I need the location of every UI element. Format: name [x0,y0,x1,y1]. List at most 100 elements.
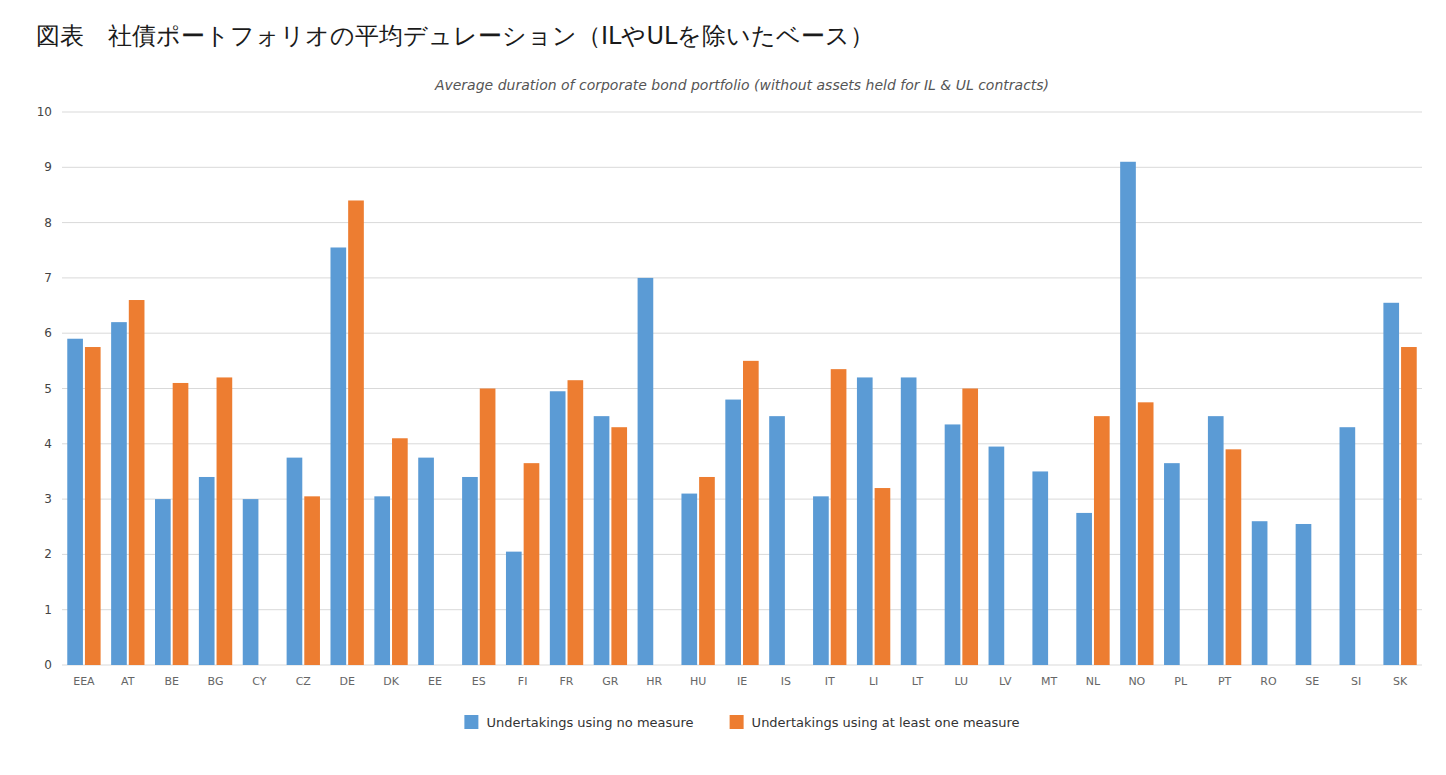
bar [85,347,101,665]
legend-label: Undertakings using no measure [486,715,693,730]
bar [962,389,978,666]
bar [725,400,741,665]
bar [524,463,540,665]
y-tick-label: 7 [44,271,52,285]
bar [638,278,654,665]
subtitle: Average duration of corporate bond portf… [434,77,1049,93]
bar [550,391,566,665]
x-tick-label: IS [781,675,791,688]
bar [1401,347,1417,665]
bar [330,247,346,665]
x-tick-label: IT [825,675,835,688]
bar [813,496,829,665]
bar [374,496,390,665]
x-tick-label: SK [1393,675,1408,688]
y-tick-label: 6 [44,326,52,340]
chart: 図表 社債ポートフォリオの平均デュレーション（ILやULを除いたベース） Aver… [0,0,1446,775]
y-tick-label: 8 [44,216,52,230]
bar [769,416,785,665]
x-tick-label: BG [208,675,224,688]
x-tick-label: PL [1174,675,1188,688]
bar [875,488,891,665]
grid-line [62,167,1422,168]
x-tick-label: GR [602,675,619,688]
bar [945,424,961,665]
x-tick-label: RO [1260,675,1277,688]
y-tick-label: 5 [44,382,52,396]
x-tick-label: IE [737,675,747,688]
bar [480,389,496,666]
bar [1076,513,1092,665]
grid-line [62,388,1422,389]
x-tick-label: NO [1128,675,1145,688]
x-tick-label: CY [252,675,266,688]
bar [901,377,917,665]
bar [129,300,145,665]
x-tick-label: LU [955,675,969,688]
bar [304,496,320,665]
x-tick-label: HR [646,675,662,688]
legend-swatch [730,715,744,729]
grid [62,112,1422,665]
bar [611,427,627,665]
bar [67,339,83,665]
x-tick-label: CZ [296,675,312,688]
grid-line [62,277,1422,278]
grid-line [62,333,1422,334]
x-tick-label: MT [1041,675,1057,688]
bar [1296,524,1312,665]
bar [155,499,171,665]
x-tick-label: BE [164,675,179,688]
bar [217,377,233,665]
y-tick-label: 0 [44,658,52,672]
x-tick-label: EEA [73,675,95,688]
grid-line [62,112,1422,113]
legend-item: Undertakings using no measure [464,715,693,730]
y-tick-label: 9 [44,160,52,174]
x-tick-label: PT [1218,675,1232,688]
x-tick-label: DK [383,675,399,688]
bar [287,458,303,665]
legend-swatch [464,715,478,729]
bar [173,383,189,665]
background [0,0,1446,775]
bar [857,377,873,665]
bar [1340,427,1356,665]
bar [462,477,478,665]
grid-line [62,222,1422,223]
series [67,162,1399,665]
bar [831,369,847,665]
x-tick-label: LT [912,675,924,688]
bar [989,447,1005,665]
x-tick-label: SI [1351,675,1361,688]
title: 図表 社債ポートフォリオの平均デュレーション（ILやULを除いたベース） [36,22,874,50]
bar [568,380,584,665]
legend: Undertakings using no measure Undertaking… [464,715,1019,730]
x-tick-label: DE [339,675,354,688]
legend-item: Undertakings using at least one measure [730,715,1020,730]
bar [243,499,259,665]
legend-label: Undertakings using at least one measure [752,715,1020,730]
x-tick-label: NL [1086,675,1101,688]
x-tick-label: SE [1305,675,1319,688]
bar [111,322,127,665]
bar [506,552,522,665]
bar [418,458,434,665]
series [85,200,1417,665]
x-tick-label: HU [690,675,706,688]
y-tick-label: 4 [44,437,52,451]
bar [1120,162,1136,665]
bar [199,477,215,665]
bar [348,200,364,665]
x-tick-label: ES [472,675,486,688]
x-tick-label: LV [999,675,1012,688]
bar [392,438,408,665]
y-tick-label: 1 [44,603,52,617]
y-tick-label: 3 [44,492,52,506]
y-tick-label: 2 [44,547,52,561]
bar [594,416,610,665]
bar [1094,416,1110,665]
bar [1383,303,1399,665]
bars [67,162,1416,665]
x-tick-label: AT [121,675,135,688]
